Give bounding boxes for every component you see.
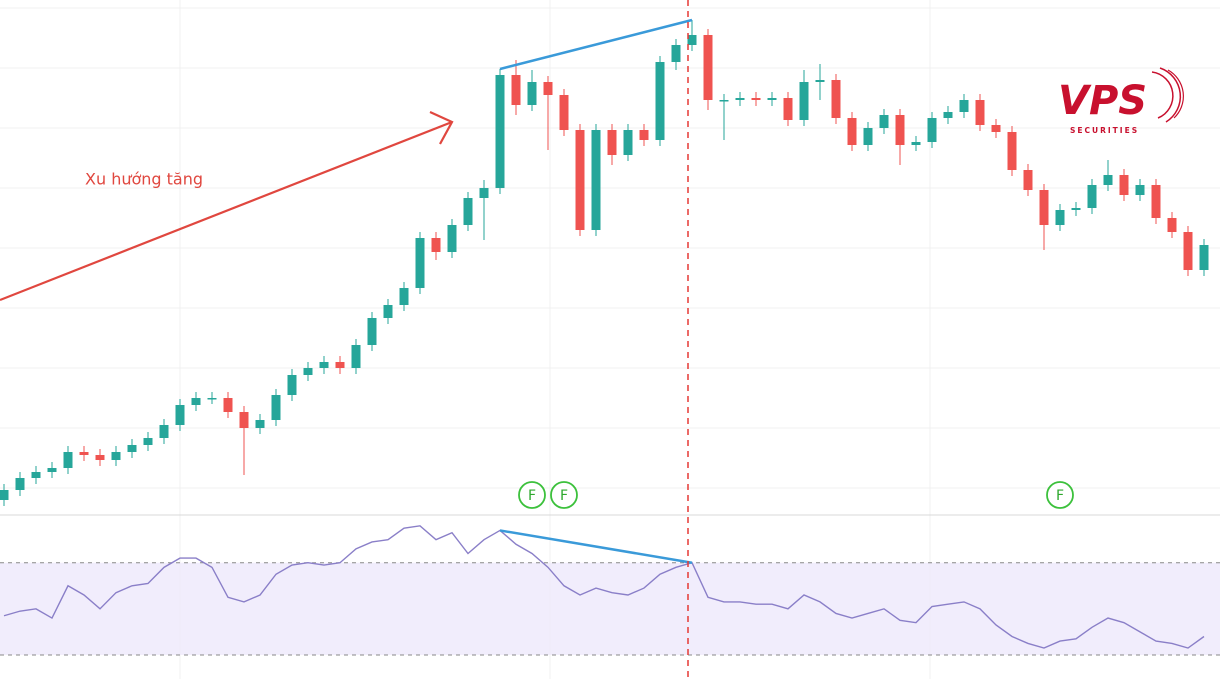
logo: VPS SECURITIES — [1058, 67, 1184, 135]
candle-body — [223, 398, 233, 412]
candle-body — [511, 75, 521, 105]
candle-body — [719, 100, 729, 102]
candle-body — [1119, 175, 1129, 195]
candle-body — [1151, 185, 1161, 218]
candle-body — [959, 100, 969, 112]
candle-body — [47, 468, 57, 472]
candle-body — [239, 412, 249, 428]
candle-body — [399, 288, 409, 305]
candle-body — [415, 238, 425, 288]
candle-body — [831, 80, 841, 118]
candle-body — [799, 82, 809, 120]
candle-body — [175, 405, 185, 425]
candle-body — [1199, 245, 1209, 270]
annotation: Xu hướng tăng — [85, 170, 203, 189]
candle-body — [431, 238, 441, 252]
candle-body — [463, 198, 473, 225]
candle-body — [79, 452, 89, 455]
candle-body — [287, 375, 297, 395]
event-marker — [1046, 481, 1074, 509]
event-marker — [518, 481, 546, 509]
event-label: F — [560, 488, 568, 504]
rsi-line — [3, 525, 1205, 649]
candle-body — [655, 62, 665, 140]
candle-body — [927, 118, 937, 142]
candle-body — [143, 438, 153, 445]
candle-body — [911, 142, 921, 145]
candle-body — [607, 130, 617, 155]
candle-body — [751, 98, 761, 100]
candle-body — [351, 345, 361, 368]
candle-body — [1055, 210, 1065, 225]
candle-body — [1023, 170, 1033, 190]
candle-body — [863, 128, 873, 145]
candle-body — [671, 45, 681, 62]
candle-body — [703, 35, 713, 100]
candle-body — [1039, 190, 1049, 225]
candle-body — [255, 420, 265, 428]
rsi-pane — [0, 525, 1220, 656]
candle-body — [1183, 232, 1193, 270]
logo-text: VPS — [1058, 78, 1147, 124]
candle-body — [639, 130, 649, 140]
logo-sub: SECURITIES — [1070, 126, 1139, 135]
candle-body — [975, 100, 985, 125]
divergence-rsi — [499, 529, 693, 564]
candle-body — [127, 445, 137, 452]
candle-body — [847, 118, 857, 145]
candle-body — [1087, 185, 1097, 208]
candle-body — [63, 452, 73, 468]
candle-body — [767, 98, 777, 100]
candle-body — [383, 305, 393, 318]
candle-body — [527, 82, 537, 105]
candle-body — [559, 95, 569, 130]
candle-body — [783, 98, 793, 120]
candle-body — [991, 125, 1001, 132]
trend-arrow — [0, 110, 454, 302]
candle-body — [15, 478, 25, 490]
candle-body — [623, 130, 633, 155]
candle-body — [271, 395, 281, 420]
candle-body — [879, 115, 889, 128]
candle-body — [95, 455, 105, 460]
candle-body — [895, 115, 905, 145]
candle-body — [943, 112, 953, 118]
event-marker — [550, 481, 578, 509]
candle-body — [1007, 132, 1017, 170]
candle-body — [1135, 185, 1145, 195]
candle-body — [0, 490, 9, 500]
candle-body — [319, 362, 329, 368]
candle-body — [303, 368, 313, 375]
candle-body — [1167, 218, 1177, 232]
candle-body — [191, 398, 201, 405]
candle-body — [207, 398, 217, 400]
candle-body — [495, 75, 505, 188]
candle-body — [815, 80, 825, 82]
candle-body — [1071, 208, 1081, 210]
candle-body — [111, 452, 121, 460]
candle-body — [687, 35, 697, 45]
candle-body — [543, 82, 553, 95]
event-label: F — [1056, 488, 1064, 504]
candle-body — [1103, 175, 1113, 185]
divergence-price — [499, 18, 693, 71]
candle-body — [31, 472, 41, 478]
candle-body — [575, 130, 585, 230]
candle-body — [447, 225, 457, 252]
candle-body — [335, 362, 345, 368]
candle-body — [735, 98, 745, 100]
candle-body — [591, 130, 601, 230]
rsi-band — [0, 562, 1220, 655]
candle-body — [159, 425, 169, 438]
event-label: F — [528, 488, 536, 504]
candle-body — [479, 188, 489, 198]
candle-body — [367, 318, 377, 345]
